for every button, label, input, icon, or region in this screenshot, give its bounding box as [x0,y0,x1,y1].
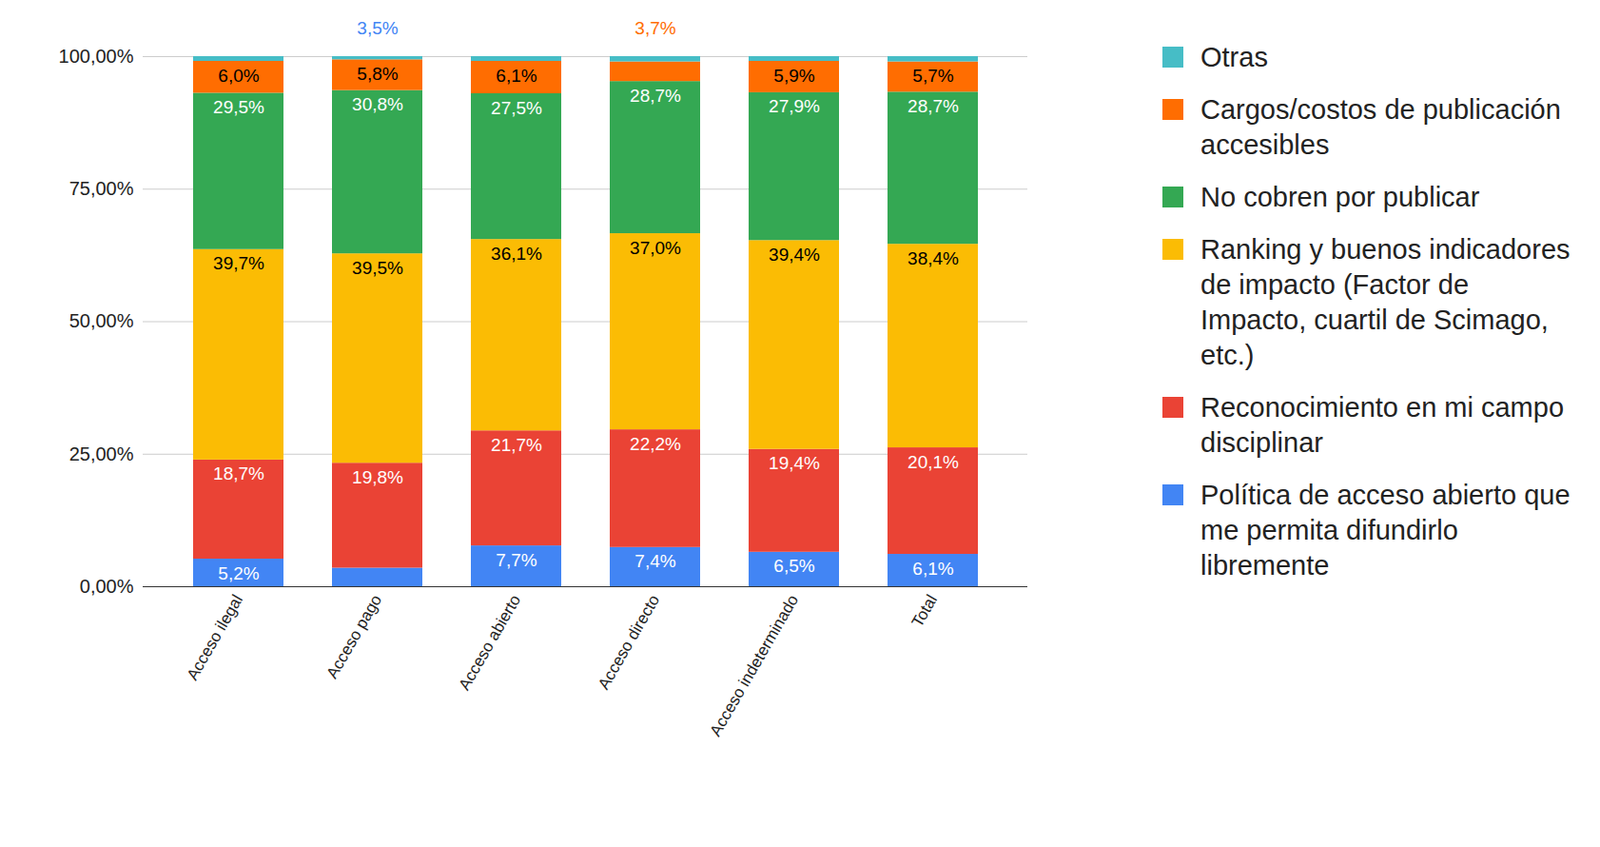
html-text:No cobren por publicar: No cobren por publicar [1200,181,1480,213]
svg-text:28,7%: 28,7% [629,85,682,106]
svg-text:Total: Total [908,591,941,631]
svg-text:50,00%: 50,00% [69,310,135,332]
svg-text:5,9%: 5,9% [773,65,815,86]
svg-text:22,2%: 22,2% [629,433,682,454]
svg-text:Acceso directo: Acceso directo [594,591,664,693]
svg-text:19,4%: 19,4% [768,452,820,473]
svg-text:Acceso pago: Acceso pago [323,591,387,683]
svg-text:38,4%: 38,4% [907,248,959,269]
svg-text:20,1%: 20,1% [907,451,959,472]
svg-text:5,2%: 5,2% [217,563,259,584]
html-text:Cargos/costos de publicación a: Cargos/costos de publicación accesibles [1200,94,1561,160]
svg-text:0,00%: 0,00% [79,575,135,597]
svg-text:29,5%: 29,5% [213,97,265,118]
svg-text:19,8%: 19,8% [351,467,404,488]
svg-text:25,00%: 25,00% [69,443,135,465]
svg-text:27,5%: 27,5% [490,97,543,118]
svg-text:39,4%: 39,4% [768,244,820,265]
svg-text:Acceso ilegal: Acceso ilegal [183,591,248,683]
svg-text:18,7%: 18,7% [213,463,265,484]
svg-text:28,7%: 28,7% [907,96,959,117]
html-text:Ranking y buenos indicadores d: Ranking y buenos indicadores de impacto … [1200,234,1571,371]
html-text:Política de acceso abierto que: Política de acceso abierto que me permit… [1200,479,1571,581]
svg-text:7,4%: 7,4% [634,550,676,571]
svg-text:27,9%: 27,9% [768,96,820,117]
svg-text:37,0%: 37,0% [629,237,682,258]
svg-text:36,1%: 36,1% [490,243,543,264]
svg-text:7,7%: 7,7% [495,549,537,570]
svg-text:6,5%: 6,5% [773,555,815,576]
svg-text:6,1%: 6,1% [912,558,954,579]
svg-text:100,00%: 100,00% [58,45,135,67]
svg-text:21,7%: 21,7% [490,434,543,455]
svg-text:39,7%: 39,7% [213,253,265,274]
svg-text:5,8%: 5,8% [356,63,398,84]
svg-text:39,5%: 39,5% [351,257,404,278]
html-text:Otras: Otras [1200,41,1268,73]
svg-text:3,5%: 3,5% [356,18,398,39]
svg-text:6,0%: 6,0% [217,65,259,86]
html-text:Reconocimiento en mi campo dis: Reconocimiento en mi campo disciplinar [1200,391,1564,458]
svg-text:75,00%: 75,00% [69,177,135,199]
svg-text:5,7%: 5,7% [912,65,954,86]
svg-text:30,8%: 30,8% [351,94,404,115]
svg-text:6,1%: 6,1% [495,65,537,86]
svg-text:Acceso indeterminado: Acceso indeterminado [706,591,803,740]
svg-text:Acceso abierto: Acceso abierto [454,591,525,694]
svg-text:3,7%: 3,7% [634,18,676,39]
